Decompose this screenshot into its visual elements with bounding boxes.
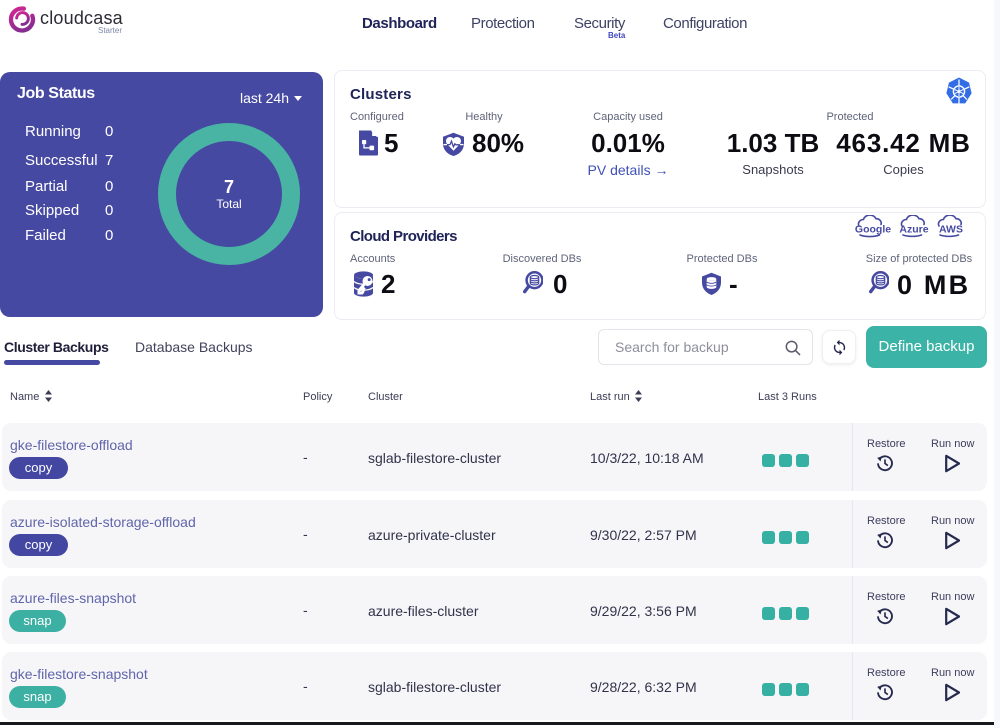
svg-text:Azure: Azure [899,224,928,236]
svg-text:Google: Google [855,224,891,236]
svg-text:AWS: AWS [939,224,963,236]
